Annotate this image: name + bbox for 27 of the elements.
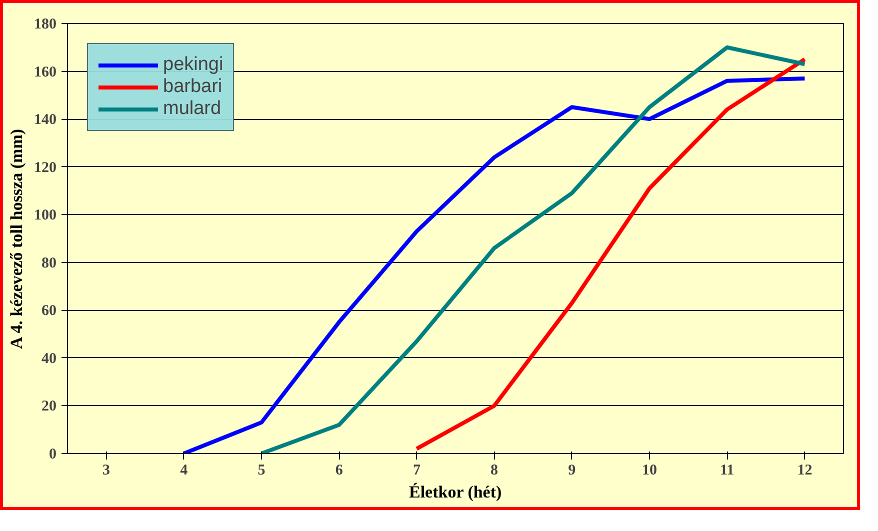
legend-label: pekingi: [163, 54, 224, 76]
x-tick-label: 12: [797, 462, 812, 478]
y-tick-label: 160: [34, 64, 56, 80]
y-tick-label: 60: [42, 303, 56, 320]
x-tick-label: 10: [642, 462, 657, 478]
legend-label: mulard: [163, 98, 222, 120]
legend-label: barbari: [163, 76, 222, 98]
y-tick-label: 20: [42, 398, 56, 415]
y-tick-label: 80: [42, 255, 56, 272]
line-series: [260, 45, 807, 454]
y-tick-label: 140: [34, 112, 56, 128]
x-tick-label: 11: [720, 462, 734, 478]
x-tick-label: 3: [102, 462, 110, 478]
y-tick-label: 100: [34, 208, 56, 224]
y-axis-title: A 4. kézevező toll hossza (mm): [7, 128, 26, 349]
x-tick-label: 8: [490, 462, 498, 478]
y-tick-label: 180: [34, 16, 56, 32]
x-axis-title: Életkor (hét): [409, 482, 502, 502]
y-tick-label: 40: [42, 350, 56, 367]
x-tick-label: 9: [568, 462, 576, 478]
x-tick-label: 7: [412, 462, 421, 478]
y-tick-label: 120: [34, 160, 56, 176]
y-tick-label: 0: [49, 446, 56, 462]
line-series: [414, 57, 807, 451]
x-tick-label: 4: [180, 462, 188, 478]
x-tick-label: 5: [258, 462, 266, 478]
x-tick-label: 6: [335, 462, 344, 478]
